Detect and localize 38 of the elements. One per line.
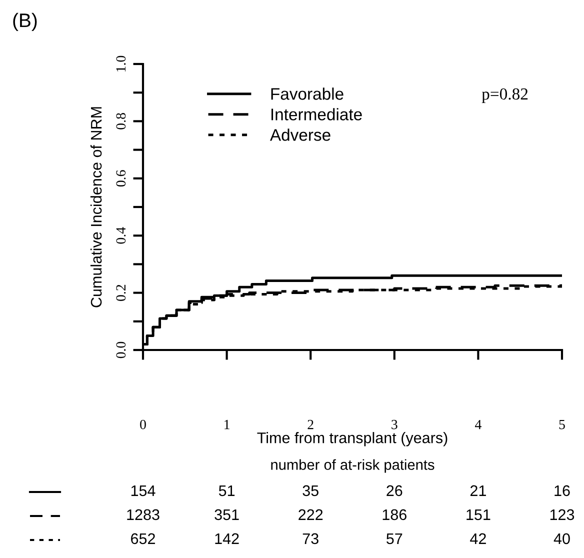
text: 151 <box>466 509 490 520</box>
text: 57 <box>386 533 402 544</box>
text: 652 <box>131 533 155 544</box>
text: 351 <box>214 509 239 520</box>
text: 1283 <box>127 509 160 520</box>
text: 51 <box>218 485 235 496</box>
text: 154 <box>131 485 156 496</box>
legend-label: Intermediate <box>271 108 362 120</box>
x-axis-title: Time from transplant (years) <box>257 432 448 446</box>
x-tick-label: 1 <box>224 420 230 430</box>
x-tick-label: 4 <box>475 420 482 430</box>
text: 35 <box>302 485 318 496</box>
text: number of at-risk patients <box>271 459 434 473</box>
text: 73 <box>302 533 318 544</box>
y-tick-label: 0.2 <box>116 284 126 301</box>
y-tick-label: 0.6 <box>116 170 126 187</box>
text: 186 <box>382 509 406 520</box>
legend-label: Favorable <box>271 88 344 100</box>
text: 142 <box>215 533 239 544</box>
text: 21 <box>470 485 486 496</box>
y-axis-title: Cumulative Incidence of NRM <box>90 107 102 308</box>
y-tick-label: 0.4 <box>116 227 126 244</box>
text: 42 <box>470 533 486 544</box>
text: 222 <box>298 509 323 520</box>
y-tick-label: 1.0 <box>116 56 126 72</box>
x-tick-label: 3 <box>392 420 398 430</box>
text: 26 <box>386 485 402 496</box>
annotation: p=0.82 <box>482 88 528 104</box>
x-tick-label: 5 <box>559 420 565 430</box>
chart-title: (B) <box>13 12 37 32</box>
y-tick-label: 0.0 <box>116 342 126 358</box>
y-tick-label: 0.8 <box>116 113 126 130</box>
text: 123 <box>550 509 574 520</box>
text: 16 <box>554 485 570 496</box>
legend-label: Adverse <box>270 128 330 141</box>
text: 40 <box>554 533 570 544</box>
x-tick-label: 2 <box>308 420 314 430</box>
x-tick-label: 0 <box>140 420 146 430</box>
